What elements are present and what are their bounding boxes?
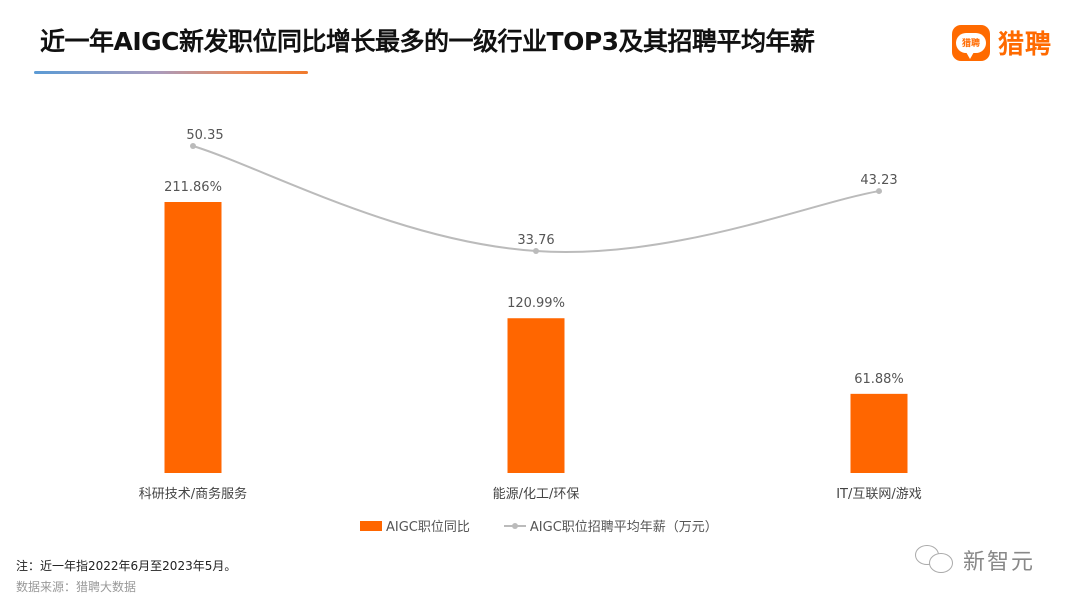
bar-series [164, 202, 908, 473]
category-label: 科研技术/商务服务 [139, 486, 247, 502]
watermark: 新智元 [915, 543, 1035, 577]
line-point [876, 188, 882, 195]
line-value-label: 33.76 [517, 233, 554, 248]
chart-title: 近一年AIGC新发职位同比增长最多的一级行业TOP3及其招聘平均年薪 [40, 27, 815, 56]
logo-text: 猎聘 [998, 30, 1053, 60]
logo-bubble: 猎聘 [956, 32, 986, 59]
bar [164, 202, 222, 473]
line-value-label: 43.23 [860, 173, 897, 188]
line-point [533, 248, 539, 254]
legend-line-label: AIGC职位招聘平均年薪（万元） [529, 520, 718, 535]
wechat-icon [915, 543, 955, 577]
legend-item-bar: AIGC职位同比 [360, 516, 470, 535]
bar-data-labels: 211.86% 120.99% 61.88% [164, 180, 904, 387]
category-label: 能源/化工/环保 [493, 487, 580, 502]
liepin-logo: 猎聘 猎聘 [952, 24, 1052, 61]
category-labels: 科研技术/商务服务 能源/化工/环保 IT/互联网/游戏 [139, 486, 922, 502]
legend-item-line: AIGC职位招聘平均年薪（万元） [503, 516, 718, 535]
data-source: 数据来源：猎聘大数据 [16, 580, 137, 594]
title-underline [34, 71, 308, 74]
footnote: 注：近一年指2022年6月至2023年5月。 [16, 559, 237, 573]
legend-bar-label: AIGC职位同比 [386, 520, 470, 535]
bar-swatch-icon [360, 520, 382, 531]
watermark-text: 新智元 [963, 550, 1036, 575]
category-label: IT/互联网/游戏 [836, 487, 922, 502]
bar [507, 318, 565, 473]
line-point [190, 143, 196, 149]
line-swatch-icon [503, 521, 526, 531]
bar-value-label: 211.86% [164, 180, 222, 195]
logo-badge-icon: 猎聘 [952, 24, 990, 61]
bar-value-label: 120.99% [507, 296, 565, 311]
bar-value-label: 61.88% [854, 372, 904, 387]
line-value-label: 50.35 [186, 128, 223, 143]
line-points [190, 143, 882, 254]
bar [850, 393, 908, 473]
line-data-labels: 50.35 33.76 43.23 [186, 128, 897, 248]
legend: AIGC职位同比 AIGC职位招聘平均年薪（万元） [360, 516, 752, 535]
